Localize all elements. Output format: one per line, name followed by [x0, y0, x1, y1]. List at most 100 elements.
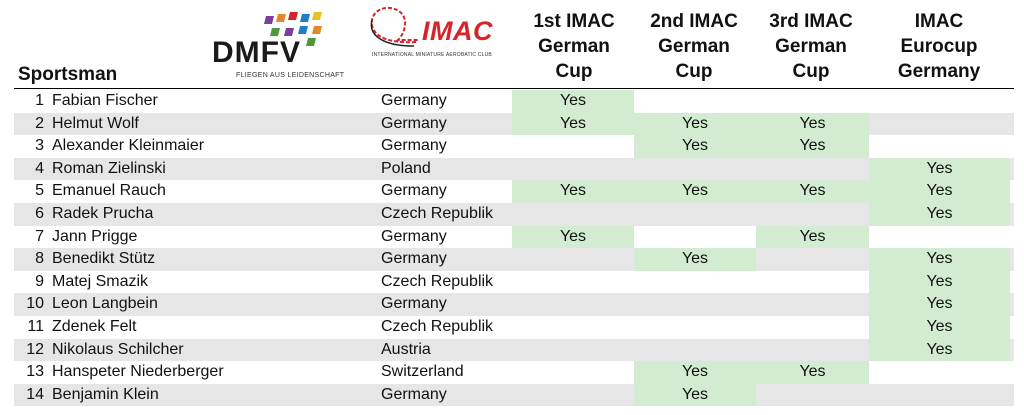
participation-cell: Yes — [869, 180, 1010, 203]
country: Germany — [381, 114, 447, 132]
participation-cell: Yes — [634, 383, 756, 407]
table-row: 13 Hanspeter Niederberger Switzerland Ye… — [14, 361, 1014, 384]
participation-cell: Yes — [869, 315, 1010, 339]
column-header-line: 1st IMAC — [533, 11, 615, 32]
participation-cell: Yes — [512, 112, 634, 136]
dmfv-logo-arrows-icon — [264, 12, 322, 46]
participation-cell: Yes — [869, 202, 1010, 226]
country: Austria — [381, 340, 431, 358]
rank-number: 2 — [35, 114, 44, 132]
country: Czech Republik — [381, 317, 494, 335]
sportsman-name: Benjamin Klein — [52, 385, 159, 403]
participation-cell: Yes — [634, 248, 756, 271]
sportsman-name: Nikolaus Schilcher — [52, 340, 184, 358]
rank-number: 12 — [26, 340, 44, 358]
table-row: 2 Helmut Wolf Germany Yes Yes Yes — [14, 112, 1014, 136]
imac-logo-tagline: INTERNATIONAL MINIATURE AEROBATIC CLUB — [372, 52, 492, 58]
table-row: 4 Roman Zielinski Poland Yes — [14, 157, 1014, 181]
column-header-line: Cup — [675, 61, 713, 82]
column-header-line: German — [658, 36, 730, 57]
column-header-line: German — [775, 36, 847, 57]
participation-cell: Yes — [869, 157, 1010, 181]
column-header-1st-cup: 1st IMAC German Cup — [515, 9, 633, 84]
participation-cell: Yes — [512, 225, 634, 249]
participation-cell: Yes — [756, 180, 869, 203]
participation-cell: Yes — [634, 361, 756, 384]
results-table: 1 Fabian Fischer Germany Yes 2 Helmut Wo… — [14, 90, 1014, 407]
column-header-line: 3rd IMAC — [769, 11, 853, 32]
rank-number: 1 — [35, 92, 44, 109]
dmfv-logo: DMFV FLIEGEN AUS LEIDENSCHAFT — [208, 8, 348, 80]
participation-cell: Yes — [756, 135, 869, 158]
sportsman-name: Matej Smazik — [52, 272, 149, 290]
country: Germany — [381, 182, 447, 200]
participation-cell: Yes — [869, 293, 1010, 316]
country: Germany — [381, 250, 447, 268]
country: Germany — [381, 92, 447, 109]
column-header-line: Germany — [897, 61, 981, 82]
sportsman-name: Jann Prigge — [52, 227, 138, 245]
dmfv-logo-tagline: FLIEGEN AUS LEIDENSCHAFT — [236, 72, 345, 79]
sportsman-name: Hanspeter Niederberger — [52, 363, 224, 381]
table-row: 7 Jann Prigge Germany Yes Yes — [14, 225, 1014, 249]
sportsman-name: Emanuel Rauch — [52, 182, 166, 200]
rank-number: 14 — [26, 385, 44, 403]
participation-cell: Yes — [756, 361, 869, 384]
imac-logo: IMAC INTERNATIONAL MINIATURE AEROBATIC C… — [360, 2, 510, 60]
sportsman-name: Roman Zielinski — [52, 159, 166, 177]
table-row: 6 Radek Prucha Czech Republik Yes — [14, 202, 1014, 226]
sportsman-name: Zdenek Felt — [52, 317, 137, 335]
country: Switzerland — [381, 363, 464, 381]
participation-cell: Yes — [634, 112, 756, 136]
column-header-line: IMAC — [914, 11, 964, 32]
rank-number: 9 — [35, 272, 44, 290]
dmfv-logo-text: DMFV — [212, 36, 301, 69]
participation-cell: Yes — [756, 225, 869, 249]
country: Germany — [381, 137, 447, 155]
column-header-line: 2nd IMAC — [650, 11, 738, 32]
sportsman-name: Radek Prucha — [52, 204, 154, 222]
country: Germany — [381, 295, 447, 313]
participation-cell: Yes — [634, 180, 756, 203]
sportsman-name: Leon Langbein — [52, 295, 158, 313]
rank-number: 8 — [35, 250, 44, 268]
rank-number: 5 — [35, 182, 44, 200]
table-row: 1 Fabian Fischer Germany Yes — [14, 90, 1014, 113]
sportsman-name: Alexander Kleinmaier — [52, 137, 205, 155]
sportsman-name: Benedikt Stütz — [52, 250, 156, 268]
column-header-3rd-cup: 3rd IMAC German Cup — [752, 9, 870, 84]
column-header-2nd-cup: 2nd IMAC German Cup — [635, 9, 753, 84]
table-row: 9 Matej Smazik Czech Republik Yes — [14, 270, 1014, 294]
imac-logo-text: IMAC — [422, 16, 493, 46]
country: Germany — [381, 385, 447, 403]
table-row: 10 Leon Langbein Germany Yes — [14, 293, 1014, 316]
rank-number: 4 — [35, 159, 44, 177]
participation-cell: Yes — [634, 135, 756, 158]
participation-cell: Yes — [512, 180, 634, 203]
column-header-line: Cup — [555, 61, 593, 82]
participation-cell: Yes — [512, 90, 634, 113]
column-header-line: Cup — [792, 61, 830, 82]
participation-cell: Yes — [869, 248, 1010, 271]
table-row: 3 Alexander Kleinmaier Germany Yes Yes — [14, 135, 1014, 158]
participation-cell: Yes — [869, 270, 1010, 294]
participation-cell: Yes — [869, 338, 1010, 362]
column-header-line: German — [538, 36, 610, 57]
table-row: 5 Emanuel Rauch Germany Yes Yes Yes Yes — [14, 180, 1014, 203]
sportsman-name: Fabian Fischer — [52, 92, 158, 109]
country: Germany — [381, 227, 447, 245]
country: Czech Republik — [381, 272, 494, 290]
rank-number: 11 — [27, 317, 44, 335]
country: Czech Republik — [381, 204, 494, 222]
sportsman-column-header: Sportsman — [18, 64, 118, 85]
participation-cell: Yes — [756, 112, 869, 136]
header-divider — [14, 88, 1014, 89]
rank-number: 10 — [26, 295, 44, 313]
table-row: 11 Zdenek Felt Czech Republik Yes — [14, 315, 1014, 339]
table-row: 12 Nikolaus Schilcher Austria Yes — [14, 338, 1014, 362]
rank-number: 7 — [35, 227, 44, 245]
imac-logo-loop-icon — [370, 6, 418, 47]
table-row: 14 Benjamin Klein Germany Yes — [14, 383, 1014, 407]
rank-number: 3 — [35, 137, 44, 155]
column-header-line: Eurocup — [900, 36, 978, 57]
